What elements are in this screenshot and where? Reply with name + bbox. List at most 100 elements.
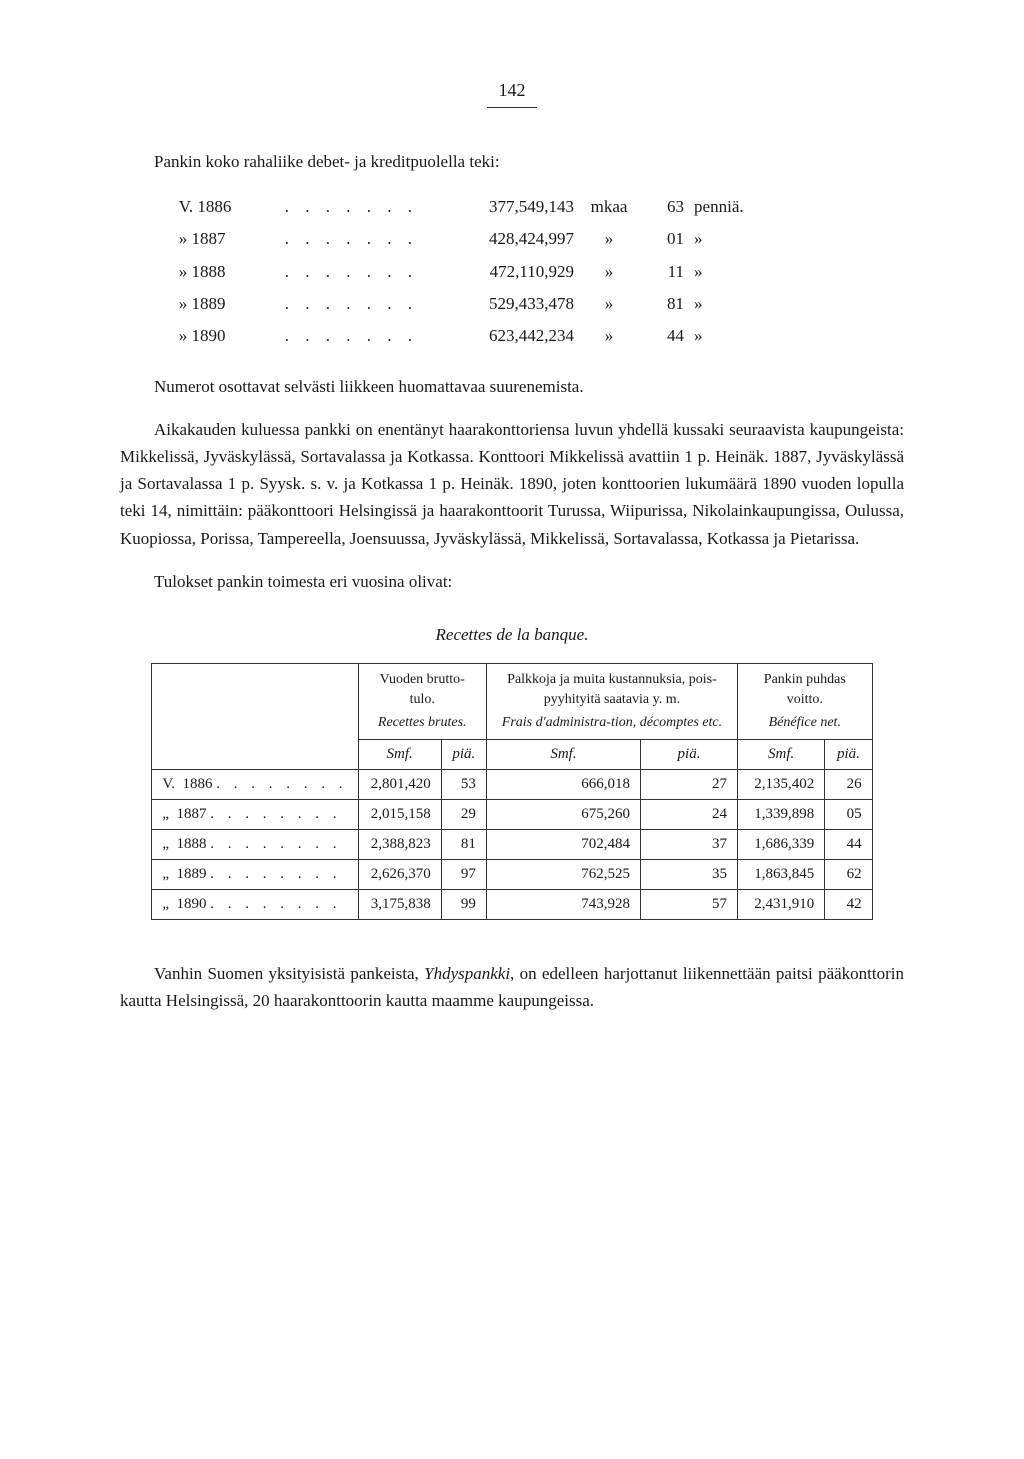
table-row: „ 1888 . . . . . . . .2,388,82381702,484… <box>152 829 872 859</box>
ledger-penni: 01 <box>644 223 684 255</box>
recettes-table: Vuoden brutto-tulo. Recettes brutes. Pal… <box>151 663 872 920</box>
ledger-penni: 81 <box>644 288 684 320</box>
unit-main-2: Smf. <box>486 739 640 769</box>
cell-gross-penni: 81 <box>441 829 486 859</box>
cell-gross-amount: 2,015,158 <box>358 799 441 829</box>
ledger-dots: . . . . . . . <box>285 288 418 320</box>
cell-gross-penni: 99 <box>441 889 486 919</box>
cell-expense-amount: 743,928 <box>486 889 640 919</box>
ledger-year: » 1890 <box>179 320 279 352</box>
ledger-amount: 623,442,234 <box>424 320 574 352</box>
ledger-unit-2: » <box>684 288 774 320</box>
ledger-penni: 44 <box>644 320 684 352</box>
row-label: „ 1889 . . . . . . . . <box>152 859 358 889</box>
cell-expense-penni: 24 <box>640 799 737 829</box>
ledger-unit-2: » <box>684 256 774 288</box>
cell-net-penni: 62 <box>825 859 872 889</box>
ledger-amount: 377,549,143 <box>424 191 574 223</box>
ledger-amount: 472,110,929 <box>424 256 574 288</box>
cell-expense-amount: 762,525 <box>486 859 640 889</box>
ledger-unit-2: » <box>684 223 774 255</box>
cell-net-penni: 26 <box>825 769 872 799</box>
intro-paragraph: Pankin koko rahaliike debet- ja kreditpu… <box>120 148 904 175</box>
unit-sub-3: piä. <box>825 739 872 769</box>
row-label: V. 1886 . . . . . . . . <box>152 769 358 799</box>
table-row: „ 1890 . . . . . . . .3,175,83899743,928… <box>152 889 872 919</box>
ledger-year: » 1889 <box>179 288 279 320</box>
footer-paragraph: Vanhin Suomen yksityisistä pankeista, Yh… <box>120 960 904 1014</box>
ledger-unit: mkaa <box>574 191 644 223</box>
ledger-unit: » <box>574 223 644 255</box>
table-row: V. 1886 . . . . . . . .2,801,42053666,01… <box>152 769 872 799</box>
ledger-year: » 1887 <box>179 223 279 255</box>
ledger-block: V. 1886. . . . . . .377,549,143mkaa63pen… <box>179 191 845 352</box>
unit-main-3: Smf. <box>738 739 825 769</box>
table-caption: Recettes de la banque. <box>120 625 904 645</box>
ledger-row: » 1889. . . . . . .529,433,478»81» <box>179 288 845 320</box>
paragraph-1: Numerot osottavat selvästi liikkeen huom… <box>120 373 904 400</box>
col-header-gross-fr: Recettes brutes. <box>369 713 476 733</box>
cell-expense-penni: 57 <box>640 889 737 919</box>
unit-sub-1: piä. <box>441 739 486 769</box>
col-header-expenses-fr: Frais d'administra-tion, décomptes etc. <box>497 713 727 733</box>
ledger-dots: . . . . . . . <box>285 320 418 352</box>
cell-expense-penni: 35 <box>640 859 737 889</box>
cell-gross-penni: 29 <box>441 799 486 829</box>
cell-expense-penni: 27 <box>640 769 737 799</box>
cell-expense-amount: 702,484 <box>486 829 640 859</box>
cell-gross-penni: 97 <box>441 859 486 889</box>
ledger-row: » 1890. . . . . . .623,442,234»44» <box>179 320 845 352</box>
ledger-row: » 1888. . . . . . .472,110,929»11» <box>179 256 845 288</box>
col-header-gross: Vuoden brutto-tulo. Recettes brutes. <box>358 663 486 739</box>
cell-net-penni: 05 <box>825 799 872 829</box>
cell-net-amount: 1,339,898 <box>738 799 825 829</box>
ledger-dots: . . . . . . . <box>285 191 418 223</box>
ledger-unit: » <box>574 288 644 320</box>
row-label: „ 1890 . . . . . . . . <box>152 889 358 919</box>
cell-gross-amount: 2,626,370 <box>358 859 441 889</box>
cell-net-penni: 42 <box>825 889 872 919</box>
col-header-gross-fi: Vuoden brutto-tulo. <box>380 672 465 707</box>
unit-sub-2: piä. <box>640 739 737 769</box>
col-header-expenses: Palkkoja ja muita kustannuksia, pois-pyy… <box>486 663 737 739</box>
row-label: „ 1888 . . . . . . . . <box>152 829 358 859</box>
ledger-unit: » <box>574 320 644 352</box>
ledger-unit: » <box>574 256 644 288</box>
col-header-net-fi: Pankin puhdas voitto. <box>764 672 846 707</box>
document-page: 142 Pankin koko rahaliike debet- ja kred… <box>0 0 1024 1110</box>
ledger-year: V. 1886 <box>179 191 279 223</box>
cell-net-penni: 44 <box>825 829 872 859</box>
ledger-unit-2: penniä. <box>684 191 774 223</box>
cell-net-amount: 2,135,402 <box>738 769 825 799</box>
ledger-row: V. 1886. . . . . . .377,549,143mkaa63pen… <box>179 191 845 223</box>
table-row: „ 1887 . . . . . . . .2,015,15829675,260… <box>152 799 872 829</box>
ledger-dots: . . . . . . . <box>285 223 418 255</box>
ledger-amount: 428,424,997 <box>424 223 574 255</box>
cell-net-amount: 1,863,845 <box>738 859 825 889</box>
page-number: 142 <box>120 80 904 101</box>
footer-emphasis: Yhdyspankki <box>424 964 510 983</box>
ledger-amount: 529,433,478 <box>424 288 574 320</box>
col-header-expenses-fi: Palkkoja ja muita kustannuksia, pois-pyy… <box>507 672 717 707</box>
col-header-net: Pankin puhdas voitto. Bénéfice net. <box>738 663 873 739</box>
unit-main-1: Smf. <box>358 739 441 769</box>
table-corner-blank <box>152 663 358 769</box>
cell-expense-penni: 37 <box>640 829 737 859</box>
ledger-unit-2: » <box>684 320 774 352</box>
table-row: „ 1889 . . . . . . . .2,626,37097762,525… <box>152 859 872 889</box>
cell-net-amount: 1,686,339 <box>738 829 825 859</box>
page-number-rule <box>487 107 537 108</box>
footer-text-before: Vanhin Suomen yksityisistä pankeista, <box>154 964 424 983</box>
col-header-net-fr: Bénéfice net. <box>748 713 862 733</box>
cell-gross-penni: 53 <box>441 769 486 799</box>
row-label: „ 1887 . . . . . . . . <box>152 799 358 829</box>
ledger-year: » 1888 <box>179 256 279 288</box>
cell-gross-amount: 3,175,838 <box>358 889 441 919</box>
cell-expense-amount: 666,018 <box>486 769 640 799</box>
ledger-penni: 63 <box>644 191 684 223</box>
ledger-row: » 1887. . . . . . .428,424,997»01» <box>179 223 845 255</box>
ledger-penni: 11 <box>644 256 684 288</box>
cell-gross-amount: 2,388,823 <box>358 829 441 859</box>
paragraph-3: Tulokset pankin toimesta eri vuosina oli… <box>120 568 904 595</box>
paragraph-2: Aikakauden kuluessa pankki on enentänyt … <box>120 416 904 552</box>
